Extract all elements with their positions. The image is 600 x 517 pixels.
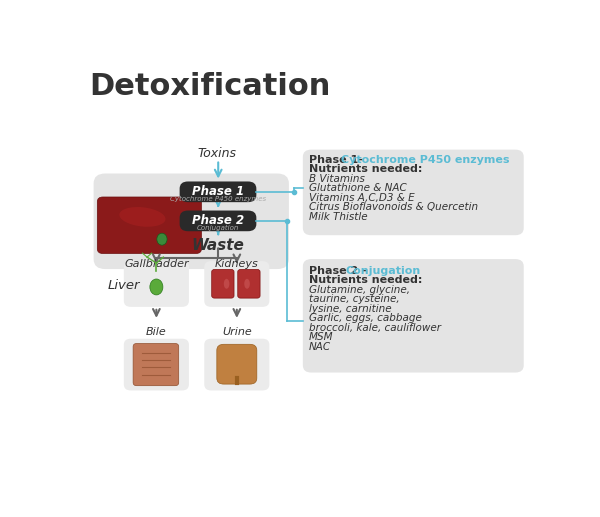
- Text: Waste: Waste: [192, 238, 245, 253]
- FancyBboxPatch shape: [133, 343, 179, 386]
- Text: Gallbladder: Gallbladder: [124, 259, 188, 269]
- Text: Urine: Urine: [222, 327, 251, 337]
- Text: Citrus Bioflavonoids & Quercetin: Citrus Bioflavonoids & Quercetin: [309, 202, 478, 212]
- Text: Detoxification: Detoxification: [89, 72, 331, 101]
- FancyBboxPatch shape: [204, 261, 269, 307]
- FancyBboxPatch shape: [124, 339, 189, 390]
- Ellipse shape: [157, 233, 167, 245]
- Text: broccoli, kale, cauliflower: broccoli, kale, cauliflower: [309, 323, 441, 333]
- Text: Conjugation: Conjugation: [197, 224, 239, 231]
- Ellipse shape: [150, 279, 163, 295]
- Text: Bile: Bile: [146, 327, 167, 337]
- Text: Glutathione & NAC: Glutathione & NAC: [309, 183, 407, 193]
- Text: Toxins: Toxins: [197, 147, 236, 160]
- Ellipse shape: [244, 279, 250, 289]
- Text: B Vitamins: B Vitamins: [309, 174, 365, 184]
- Text: MSM: MSM: [309, 332, 334, 342]
- Text: Garlic, eggs, cabbage: Garlic, eggs, cabbage: [309, 313, 422, 323]
- Text: Nutrients needed:: Nutrients needed:: [309, 275, 422, 285]
- Text: Liver: Liver: [107, 279, 140, 292]
- Text: Nutrients needed:: Nutrients needed:: [309, 163, 422, 174]
- Text: Kidneys: Kidneys: [215, 259, 259, 269]
- Text: Phase 1: Phase 1: [192, 185, 244, 197]
- FancyBboxPatch shape: [212, 269, 234, 298]
- Ellipse shape: [119, 207, 166, 227]
- FancyBboxPatch shape: [179, 181, 256, 202]
- Text: Cytochrome P450 enzymes: Cytochrome P450 enzymes: [170, 195, 266, 202]
- FancyBboxPatch shape: [124, 261, 189, 307]
- Text: taurine, cysteine,: taurine, cysteine,: [309, 294, 400, 304]
- Text: Vitamins A,C,D3 & E: Vitamins A,C,D3 & E: [309, 193, 415, 203]
- Ellipse shape: [224, 279, 229, 289]
- Text: Phase 2 -: Phase 2 -: [309, 266, 371, 276]
- FancyBboxPatch shape: [204, 339, 269, 390]
- FancyBboxPatch shape: [303, 259, 524, 373]
- FancyBboxPatch shape: [238, 269, 260, 298]
- Text: Phase 2: Phase 2: [192, 214, 244, 226]
- Text: Milk Thistle: Milk Thistle: [309, 212, 368, 222]
- Text: Cytochrome P450 enzymes: Cytochrome P450 enzymes: [341, 155, 509, 165]
- Text: Conjugation: Conjugation: [345, 266, 421, 276]
- Text: Phase 1-: Phase 1-: [309, 155, 367, 165]
- FancyBboxPatch shape: [217, 344, 257, 384]
- FancyBboxPatch shape: [179, 210, 256, 231]
- Text: lysine, carnitine: lysine, carnitine: [309, 303, 392, 314]
- Text: Glutamine, glycine,: Glutamine, glycine,: [309, 284, 410, 295]
- FancyBboxPatch shape: [303, 149, 524, 235]
- FancyBboxPatch shape: [94, 174, 289, 269]
- FancyBboxPatch shape: [97, 197, 202, 253]
- Text: NAC: NAC: [309, 342, 331, 352]
